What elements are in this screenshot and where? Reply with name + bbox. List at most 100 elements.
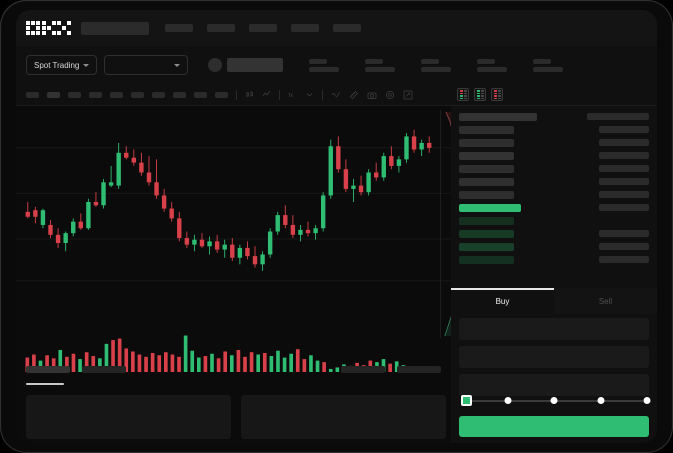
orderbook-ask-row[interactable] (459, 110, 649, 123)
orderbook-amount-bar (599, 243, 649, 250)
timeframe-button[interactable] (152, 91, 165, 98)
bottom-panel-left[interactable] (26, 395, 231, 439)
tab-sell[interactable]: Sell (554, 288, 657, 314)
orderbook-mode-switcher (451, 84, 657, 106)
orderbook-ask-row[interactable] (459, 162, 649, 175)
header-nav-item[interactable] (207, 24, 235, 32)
ticker-stat-label (477, 58, 496, 64)
timeframe-button[interactable] (131, 91, 144, 98)
ticker-stat-value (477, 66, 508, 72)
submit-order-button[interactable] (459, 416, 649, 437)
orderbook-both-icon[interactable] (457, 88, 469, 101)
orderbook-bids-icon[interactable] (474, 88, 486, 101)
price-candlestick-chart[interactable] (16, 106, 451, 296)
orderbook-ask-row[interactable] (459, 175, 649, 188)
orderbook-last-price-row[interactable] (459, 201, 649, 214)
timeframe-button[interactable] (110, 91, 123, 98)
orderbook-ask-row[interactable] (459, 136, 649, 149)
orderbook-asks-icon[interactable] (491, 88, 503, 101)
orderbook-bid-row[interactable] (459, 214, 649, 227)
timeframe-button[interactable] (68, 91, 81, 98)
header-nav-item[interactable] (333, 24, 361, 32)
timeframe-list (26, 91, 228, 98)
timeframe-button[interactable] (194, 91, 207, 98)
trade-side-tabs: Buy Sell (451, 288, 657, 314)
header-nav (165, 24, 361, 32)
orderbook-price-bar (459, 177, 514, 186)
search-input[interactable] (81, 21, 149, 35)
line-chart-icon[interactable] (262, 90, 271, 99)
slider-stop-dot[interactable] (643, 397, 651, 404)
bottom-action-1[interactable] (341, 365, 385, 373)
header-nav-item[interactable] (165, 24, 193, 32)
slider-handle[interactable] (461, 395, 472, 406)
orderbook-ask-row[interactable] (459, 149, 649, 162)
toolbar-divider (236, 89, 237, 100)
tab-buy-label: Buy (495, 296, 510, 306)
order-price-field[interactable] (459, 318, 649, 340)
bottom-panels (26, 395, 446, 439)
bottom-tab-underline (26, 383, 64, 385)
ticker-stat-value (533, 66, 564, 72)
orderbook-bid-row[interactable] (459, 227, 649, 240)
orderbook-bid-row[interactable] (459, 240, 649, 253)
okx-logo[interactable] (26, 21, 71, 35)
orderbook-bid-row[interactable] (459, 253, 649, 266)
orderbook-amount-bar (599, 152, 649, 159)
ticker-stat-label (533, 58, 552, 64)
orderbook-amount-bar (599, 230, 649, 237)
app-screen: Spot Trading fx (16, 10, 657, 443)
percent-slider[interactable] (461, 395, 651, 407)
ticker-stat-value (365, 66, 396, 72)
bottom-action-2[interactable] (397, 365, 441, 373)
orderbook-price-bar (459, 216, 514, 225)
wave-icon[interactable] (331, 90, 341, 99)
orderbook-amount-bar (599, 126, 649, 133)
timeframe-button[interactable] (47, 91, 60, 98)
orderbook-amount-bar (587, 113, 649, 120)
orderbook[interactable] (451, 106, 657, 288)
pair-dropdown[interactable] (104, 55, 189, 75)
chart-panel[interactable] (16, 106, 451, 443)
timeframe-button[interactable] (26, 91, 39, 98)
ticker-stat-label (421, 58, 440, 64)
settings-icon[interactable] (385, 90, 395, 100)
order-total-field[interactable] (459, 374, 649, 396)
bottom-tab-inactive[interactable] (82, 365, 126, 373)
slider-stop-dot[interactable] (504, 397, 511, 404)
slider-stop-dot[interactable] (597, 397, 604, 404)
timeframe-button[interactable] (89, 91, 102, 98)
orderbook-ask-row[interactable] (459, 123, 649, 136)
tab-buy[interactable]: Buy (451, 288, 554, 314)
header-nav-item[interactable] (249, 24, 277, 32)
orderbook-price-bar (459, 229, 514, 238)
order-amount-field[interactable] (459, 346, 649, 368)
bottom-tabs (16, 358, 451, 380)
timeframe-button[interactable] (215, 91, 228, 98)
camera-icon[interactable] (367, 90, 377, 100)
bottom-tab-active[interactable] (26, 365, 70, 373)
fullscreen-icon[interactable] (403, 90, 413, 100)
bottom-panel-right[interactable] (241, 395, 446, 439)
trading-mode-dropdown[interactable]: Spot Trading (26, 55, 98, 75)
ruler-icon[interactable] (349, 90, 359, 100)
chevron-down-icon[interactable] (305, 90, 314, 99)
ticker-stat (365, 58, 396, 72)
order-form (459, 318, 649, 402)
toolbar-divider (279, 89, 280, 100)
orderbook-ask-row[interactable] (459, 188, 649, 201)
okx-logo-x (57, 21, 71, 35)
orderbook-price-bar (459, 151, 514, 160)
chart-toolbar: fx (16, 84, 451, 106)
ticker-stat (533, 58, 564, 72)
indicators-icon[interactable]: fx (288, 90, 297, 99)
okx-logo-o (26, 21, 40, 35)
candlestick-icon[interactable] (245, 90, 254, 99)
slider-stop-dot[interactable] (550, 397, 558, 404)
ticker-stat-value (309, 66, 340, 72)
timeframe-button[interactable] (173, 91, 186, 98)
header-nav-item[interactable] (291, 24, 319, 32)
orderbook-price-bar (459, 112, 537, 121)
orderbook-price-bar (459, 125, 514, 134)
